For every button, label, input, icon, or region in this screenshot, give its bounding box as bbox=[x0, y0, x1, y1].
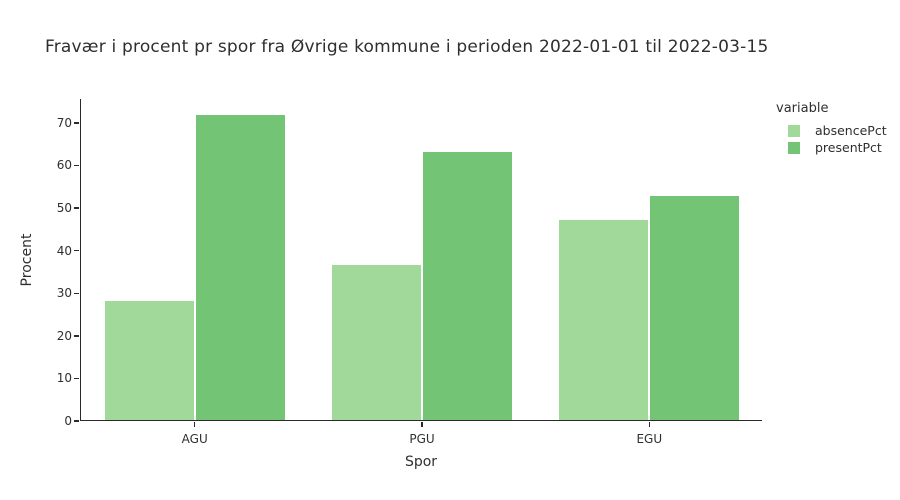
y-tick-label: 40 bbox=[56, 243, 72, 258]
y-axis-title: Procent bbox=[19, 233, 35, 287]
y-tick-label: 60 bbox=[56, 158, 72, 173]
x-axis-title: Spor bbox=[404, 454, 438, 470]
bar-presentPct-PGU[interactable] bbox=[422, 151, 513, 420]
legend-item-absencePct[interactable]: absencePct bbox=[776, 122, 887, 139]
bar-presentPct-EGU[interactable] bbox=[649, 196, 741, 420]
x-tick-mark bbox=[421, 422, 423, 427]
bar-absencePct-PGU[interactable] bbox=[331, 264, 422, 420]
x-tick-mark bbox=[193, 422, 196, 427]
bar-presentPct-AGU[interactable] bbox=[194, 114, 286, 420]
x-tick-label-PGU: PGU bbox=[409, 432, 435, 446]
x-tick-label-AGU: AGU bbox=[181, 432, 208, 446]
chart-title: Fravær i procent pr spor fra Øvrige komm… bbox=[45, 37, 769, 57]
legend: variable absencePct presentPct bbox=[776, 101, 887, 156]
legend-swatch-icon bbox=[788, 124, 800, 137]
y-tick-label: 0 bbox=[64, 414, 72, 428]
legend-item-presentPct[interactable]: presentPct bbox=[776, 139, 887, 156]
y-tick-mark bbox=[74, 207, 79, 209]
plot-area[interactable]: 0 10 20 30 40 50 60 70 AGU PGU EGU bbox=[57, 99, 762, 446]
y-tick-label: 50 bbox=[56, 201, 72, 215]
y-tick-mark bbox=[74, 377, 79, 380]
y-tick-mark bbox=[74, 249, 79, 252]
y-tick-mark bbox=[74, 420, 79, 422]
x-tick-label-EGU: EGU bbox=[636, 432, 663, 446]
y-tick-mark bbox=[74, 292, 79, 294]
legend-label: presentPct bbox=[815, 140, 882, 155]
y-tick-label: 20 bbox=[56, 328, 72, 343]
legend-label: absencePct bbox=[815, 123, 887, 138]
x-tick-mark bbox=[648, 422, 651, 427]
y-tick-label: 30 bbox=[56, 286, 72, 301]
legend-swatch-icon bbox=[788, 141, 800, 154]
y-tick-mark bbox=[74, 122, 79, 124]
bar-absencePct-EGU[interactable] bbox=[558, 219, 650, 420]
y-tick-label: 10 bbox=[56, 371, 72, 386]
legend-title: variable bbox=[776, 101, 829, 116]
y-tick-mark bbox=[74, 164, 79, 167]
y-tick-label: 70 bbox=[56, 115, 72, 130]
y-tick-mark bbox=[74, 335, 79, 337]
bar-absencePct-AGU[interactable] bbox=[103, 300, 195, 420]
